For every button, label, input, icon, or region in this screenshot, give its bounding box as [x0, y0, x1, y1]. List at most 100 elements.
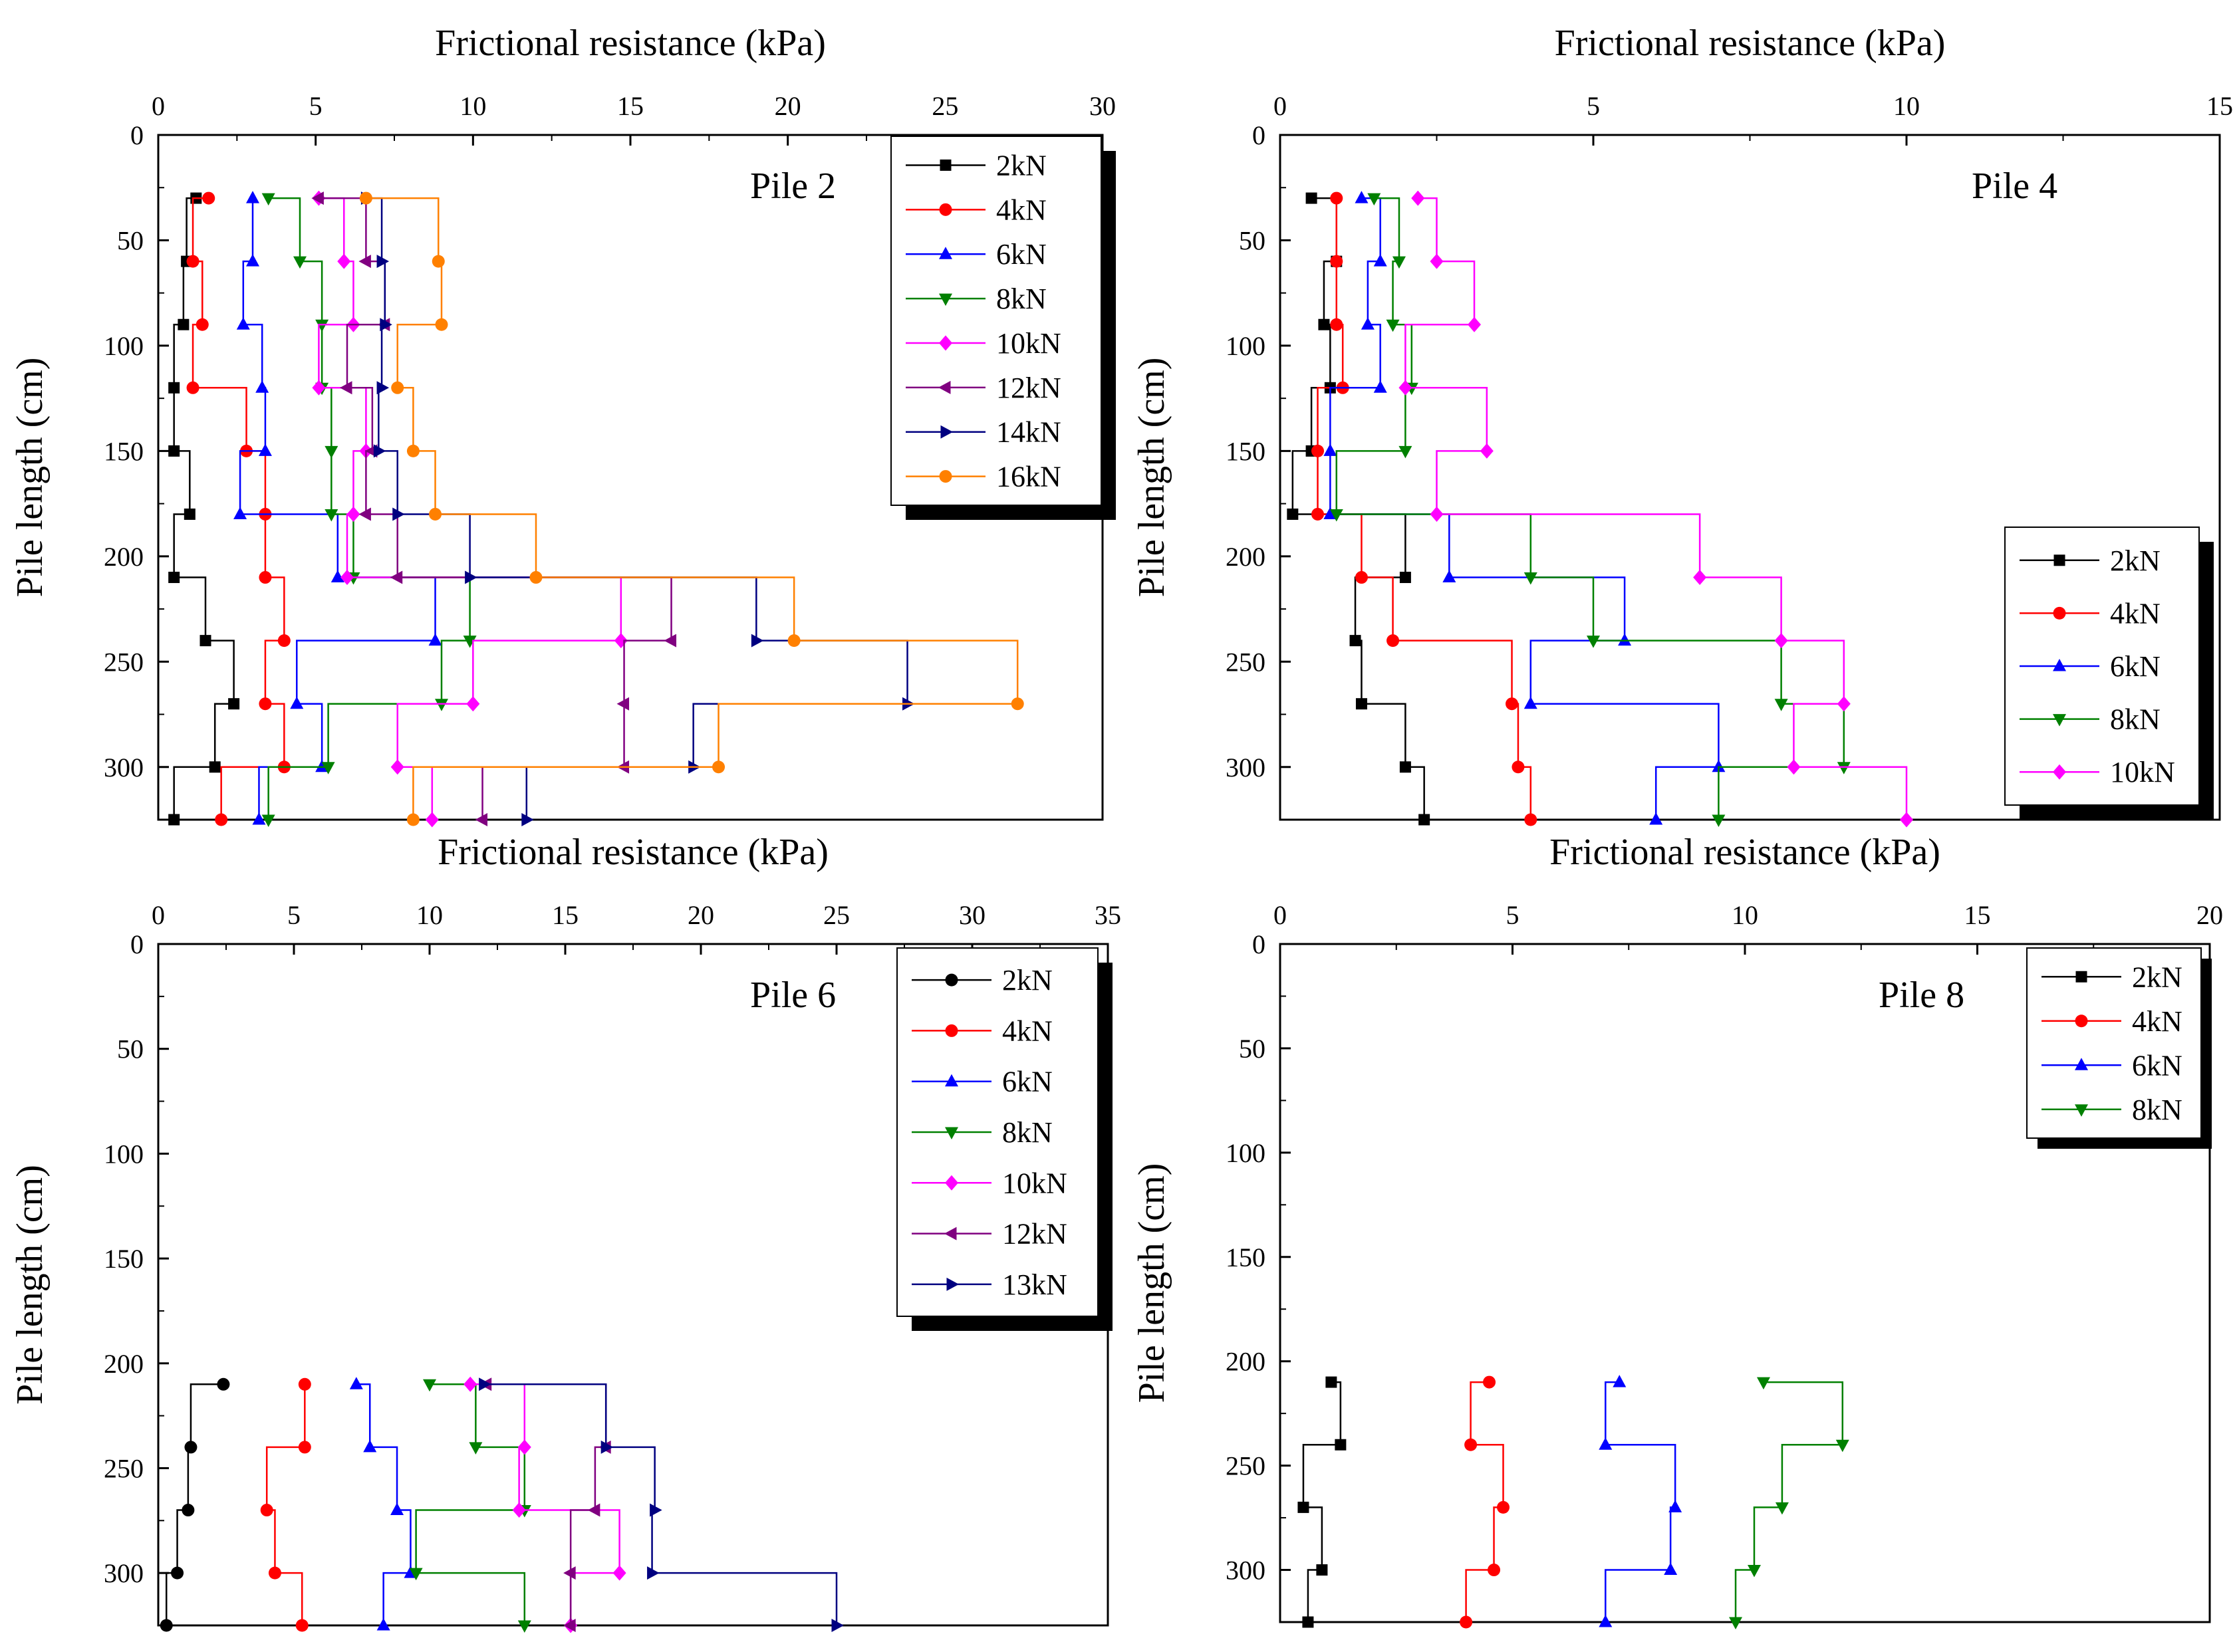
data-point [1524, 813, 1537, 826]
data-point [1355, 571, 1368, 584]
data-point [196, 318, 209, 331]
x-tick-label: 10 [1893, 91, 1920, 121]
x-tick-label: 5 [287, 900, 301, 930]
data-point [1729, 1617, 1743, 1629]
series-8kN [1329, 193, 1851, 827]
y-tick-label: 100 [104, 1139, 144, 1169]
y-tick-label: 50 [117, 225, 144, 255]
data-point [1311, 444, 1325, 457]
data-point [1618, 633, 1632, 646]
x-tick-label: 5 [1587, 91, 1600, 121]
x-tick-label: 10 [1732, 900, 1758, 930]
y-tick-label: 100 [1226, 1138, 1265, 1168]
series-2kN [1297, 1376, 1347, 1628]
data-point [1335, 1439, 1347, 1451]
data-point [466, 696, 480, 712]
data-point [1398, 445, 1412, 459]
data-point [1774, 633, 1788, 649]
data-point [1900, 812, 1913, 828]
data-point [1311, 507, 1325, 521]
data-point [1835, 1439, 1849, 1453]
legend-marker [2075, 1058, 2088, 1070]
data-point [160, 1619, 173, 1632]
data-point [390, 570, 403, 584]
series-2kN [1287, 192, 1430, 826]
data-point [315, 759, 329, 772]
series-line [1465, 1381, 1504, 1622]
legend-label: 16kN [996, 461, 1061, 493]
y-tick-label: 300 [104, 1558, 144, 1588]
data-point [376, 255, 390, 269]
data-point [432, 255, 445, 268]
y-tick-label: 300 [1226, 753, 1265, 782]
x-tick-label: 10 [416, 900, 443, 930]
data-point [1837, 696, 1851, 712]
y-tick-label: 50 [117, 1034, 144, 1064]
series-line [1291, 197, 1425, 820]
pile-label: Pile 4 [1972, 166, 2057, 207]
y-tick-label: 150 [104, 1244, 144, 1274]
legend-marker [940, 159, 952, 171]
data-point [337, 253, 351, 269]
legend-label: 8kN [1002, 1116, 1053, 1149]
data-point [1523, 696, 1537, 709]
data-point [529, 571, 543, 584]
data-point [1775, 1502, 1789, 1515]
series-line [239, 198, 436, 820]
data-point [1712, 814, 1726, 827]
y-tick-label: 50 [1239, 225, 1265, 255]
data-point [391, 381, 404, 394]
data-point [359, 191, 372, 205]
x-axis-title: Frictional resistance (kPa) [1555, 23, 1946, 64]
legend-marker [945, 1024, 958, 1037]
x-tick-label: 5 [309, 91, 323, 121]
data-point [261, 814, 275, 827]
data-point [1512, 761, 1525, 774]
data-point [1442, 570, 1456, 583]
data-point [346, 506, 360, 522]
data-point [1318, 318, 1330, 330]
data-point [260, 1504, 273, 1517]
series-8kN [1729, 1377, 1849, 1629]
legend: 2kN 4kN 6kN 8kN 10kN [2004, 527, 2214, 820]
data-point [1599, 1615, 1613, 1627]
data-point [512, 1502, 526, 1518]
data-point [293, 256, 307, 269]
data-point [406, 444, 420, 457]
legend-marker [2053, 606, 2066, 620]
legend-label: 2kN [2110, 544, 2161, 577]
data-point [1693, 570, 1707, 586]
chart-panel-2: Frictional resistance (kPa) Pile length (… [1131, 23, 2233, 828]
legend-marker [2075, 1104, 2088, 1117]
y-tick-label: 150 [1226, 1242, 1265, 1272]
data-point [349, 1377, 363, 1389]
data-point [373, 444, 386, 458]
pile-label: Pile 6 [750, 975, 836, 1016]
y-tick-label: 150 [104, 436, 144, 466]
data-point [1468, 316, 1482, 332]
y-tick-label: 50 [1239, 1034, 1265, 1064]
legend-marker [938, 380, 951, 394]
series-line [1404, 197, 1908, 820]
series-16kN [359, 191, 1024, 826]
data-point [1287, 508, 1299, 520]
y-tick-label: 250 [1226, 647, 1265, 677]
data-point [463, 636, 477, 648]
series-6kN [1599, 1375, 1682, 1627]
data-point [435, 318, 448, 331]
y-tick-label: 0 [130, 120, 144, 150]
series-line [319, 197, 672, 820]
legend-marker [940, 425, 953, 439]
data-point [1483, 1375, 1496, 1389]
data-point [1297, 1501, 1309, 1513]
series-4kN [186, 191, 291, 826]
legend-label: 8kN [2132, 1094, 2182, 1126]
data-point [469, 1442, 483, 1455]
data-point [298, 1441, 311, 1454]
legend-label: 14kN [996, 416, 1061, 449]
y-tick-label: 300 [104, 753, 144, 782]
data-point [1011, 697, 1024, 711]
y-tick-label: 100 [1226, 331, 1265, 361]
legend-marker [944, 1227, 957, 1240]
